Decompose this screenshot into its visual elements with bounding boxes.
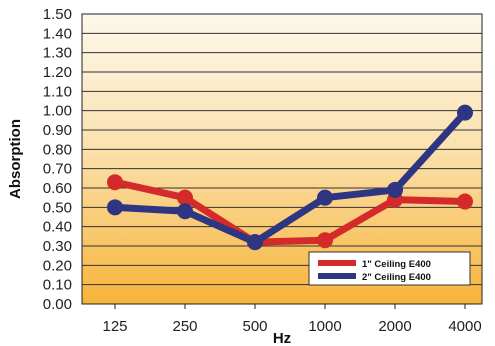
- x-axis-title: Hz: [273, 330, 291, 346]
- data-point-series-1: [177, 203, 193, 220]
- series-points: [107, 104, 473, 251]
- legend-box: [308, 251, 471, 286]
- x-tick-label: 250: [172, 318, 197, 335]
- y-axis-title: Absorption: [7, 119, 24, 199]
- data-point-series-1: [317, 189, 333, 206]
- series-line-0: [111, 178, 469, 246]
- y-tick-label: 1.30: [43, 45, 72, 62]
- y-tick-label: 0.30: [43, 238, 72, 255]
- plot-frame: [81, 13, 483, 305]
- x-tick-label: 2000: [378, 318, 411, 335]
- legend: 1" Ceiling E400 2" Ceiling E400: [308, 251, 471, 286]
- y-tick-label: 0.60: [43, 180, 72, 197]
- data-point-series-1: [457, 104, 473, 121]
- data-point-series-0: [317, 232, 333, 249]
- data-point-series-0: [457, 193, 473, 210]
- x-tick-labels: 125 250 500 1000 2000 4000: [102, 304, 482, 335]
- x-tick-label: 125: [102, 318, 127, 335]
- data-point-series-1: [247, 234, 263, 251]
- y-tick-label: 0.10: [43, 277, 72, 294]
- y-tick-label: 1.50: [43, 6, 72, 23]
- y-tick-label: 0.50: [43, 199, 72, 216]
- y-tick-label: 1.40: [43, 25, 72, 42]
- x-tick-label: 4000: [448, 318, 481, 335]
- y-tick-label: 0.90: [43, 122, 72, 139]
- series-lines: [111, 109, 469, 246]
- y-tick-label: 1.00: [43, 103, 72, 120]
- series-line-1: [111, 109, 469, 246]
- data-point-series-1: [387, 181, 403, 198]
- gridlines: [82, 13, 482, 305]
- data-point-series-0: [107, 174, 123, 191]
- y-tick-label: 0.70: [43, 161, 72, 178]
- data-point-series-1: [107, 199, 123, 216]
- legend-label-1in: 1" Ceiling E400: [362, 259, 431, 270]
- legend-label-2in: 2" Ceiling E400: [362, 272, 431, 283]
- y-tick-label: 0.20: [43, 257, 72, 274]
- y-tick-label: 1.10: [43, 83, 72, 100]
- x-tick-label: 500: [242, 318, 267, 335]
- y-tick-label: 0.80: [43, 141, 72, 158]
- y-tick-labels: 0.00 0.10 0.20 0.30 0.40 0.50 0.60 0.70 0.80 0.90…: [43, 6, 72, 313]
- data-point-series-0: [177, 189, 193, 206]
- x-tick-label: 1000: [308, 318, 341, 335]
- y-tick-label: 0.00: [43, 296, 72, 313]
- y-tick-label: 1.20: [43, 64, 72, 81]
- y-tick-label: 0.40: [43, 219, 72, 236]
